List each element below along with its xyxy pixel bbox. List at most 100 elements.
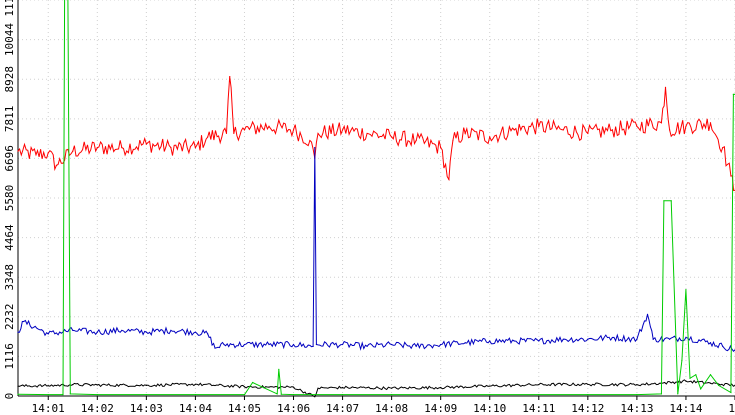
x-tick-label: 14:12 xyxy=(571,402,604,415)
series-4-point xyxy=(587,393,589,396)
series-3-point xyxy=(243,386,246,388)
series-1-point xyxy=(668,129,671,131)
series-1-point xyxy=(170,147,172,149)
series-1-point xyxy=(35,154,37,156)
series-1-point xyxy=(243,129,246,131)
series-2-point xyxy=(72,329,74,331)
series-4-point xyxy=(677,393,679,395)
axes xyxy=(17,0,735,400)
x-tick-label: 14:02 xyxy=(81,402,114,415)
series-4-point xyxy=(670,200,672,202)
series-1-point xyxy=(391,136,393,138)
series-2-point xyxy=(315,343,318,346)
series-4-point xyxy=(685,288,687,291)
series-3-point xyxy=(587,383,589,385)
series-2-point xyxy=(722,345,724,347)
series-line-1 xyxy=(17,76,735,192)
x-tick-label: 14:03 xyxy=(130,402,163,415)
series-3-point xyxy=(489,385,491,387)
series-4-point xyxy=(730,391,732,394)
series-4-point xyxy=(732,93,734,95)
series-2-point xyxy=(668,338,671,340)
series-1-point xyxy=(317,132,319,135)
series-1-point xyxy=(489,136,491,138)
series-4-point xyxy=(440,393,442,396)
series-1-point xyxy=(121,147,123,149)
series-2-point xyxy=(121,329,123,331)
series-2-point xyxy=(170,329,172,331)
y-tick-label: 7811 xyxy=(3,106,16,132)
series-2-point xyxy=(611,336,613,339)
series-4-point xyxy=(145,393,147,396)
series-line-3 xyxy=(17,379,735,398)
series-2-point xyxy=(223,343,225,346)
series-2-point xyxy=(207,333,209,335)
series-2-point xyxy=(652,338,654,340)
series-2-point xyxy=(709,342,712,344)
series-1-point xyxy=(96,147,98,149)
series-3-point xyxy=(317,387,319,389)
x-tick-label: 14 xyxy=(728,402,735,415)
series-1-point xyxy=(709,122,712,124)
series-3-point xyxy=(17,385,19,387)
series-4-point xyxy=(341,393,344,396)
series-4-point xyxy=(280,393,282,395)
x-tick-label: 14:10 xyxy=(473,402,506,415)
series-2-point xyxy=(268,343,270,346)
series-2-point xyxy=(646,313,649,315)
series-2-point xyxy=(314,147,316,149)
series-1-point xyxy=(47,152,49,154)
series-2-point xyxy=(538,340,540,342)
x-tick-label: 14:11 xyxy=(522,402,555,415)
series-2-point xyxy=(415,345,417,347)
series-4-point xyxy=(276,393,278,395)
series-2-point xyxy=(145,331,147,333)
series-1-point xyxy=(194,147,197,149)
series-3-point xyxy=(268,386,270,388)
series-2-point xyxy=(464,342,466,344)
x-tick-label: 14:01 xyxy=(32,402,65,415)
series-4-point xyxy=(47,393,49,396)
y-tick-label: 3348 xyxy=(3,264,16,291)
series-4-point xyxy=(96,393,98,396)
series-1-point xyxy=(145,143,147,145)
series-4-point xyxy=(69,393,71,395)
series-1-point xyxy=(664,86,667,88)
series-1-point xyxy=(587,132,589,135)
series-3-point xyxy=(709,382,712,384)
x-tick-label: 14:04 xyxy=(179,402,212,415)
series-4-point xyxy=(695,374,697,376)
series-4-point xyxy=(636,393,638,396)
series-4-point xyxy=(538,393,540,396)
series-3-point xyxy=(685,380,687,382)
series-3-point xyxy=(391,387,393,389)
series-1-point xyxy=(55,164,58,166)
series-4-point xyxy=(17,393,19,395)
series-3-point xyxy=(292,386,295,388)
series-2-point xyxy=(96,331,98,333)
series-1-point xyxy=(233,132,235,135)
series-1-point xyxy=(309,139,311,142)
series-1-point xyxy=(611,129,613,131)
x-tick-label: 14:05 xyxy=(228,402,261,415)
tick-labels: 0 1116 2232 3348 4464 5580 6696 7811 8928 10044 11… xyxy=(3,0,735,415)
series-3-point xyxy=(47,385,49,387)
series-1-point xyxy=(366,132,368,135)
series-2-point xyxy=(194,331,197,333)
series-4-point xyxy=(278,368,280,370)
series-4-point xyxy=(663,200,665,202)
series-4-point xyxy=(718,384,720,386)
y-tick-label: 5580 xyxy=(3,185,16,212)
series-3-point xyxy=(636,384,638,386)
series-4-point xyxy=(292,393,295,396)
series-2-point xyxy=(214,347,216,349)
series-1-point xyxy=(660,122,663,124)
y-tick-label: 11160 xyxy=(3,0,16,17)
y-tick-label: 6696 xyxy=(3,145,16,172)
x-tick-label: 14:14 xyxy=(669,402,702,415)
series-4-point xyxy=(391,393,393,396)
series-2-point xyxy=(587,338,589,340)
